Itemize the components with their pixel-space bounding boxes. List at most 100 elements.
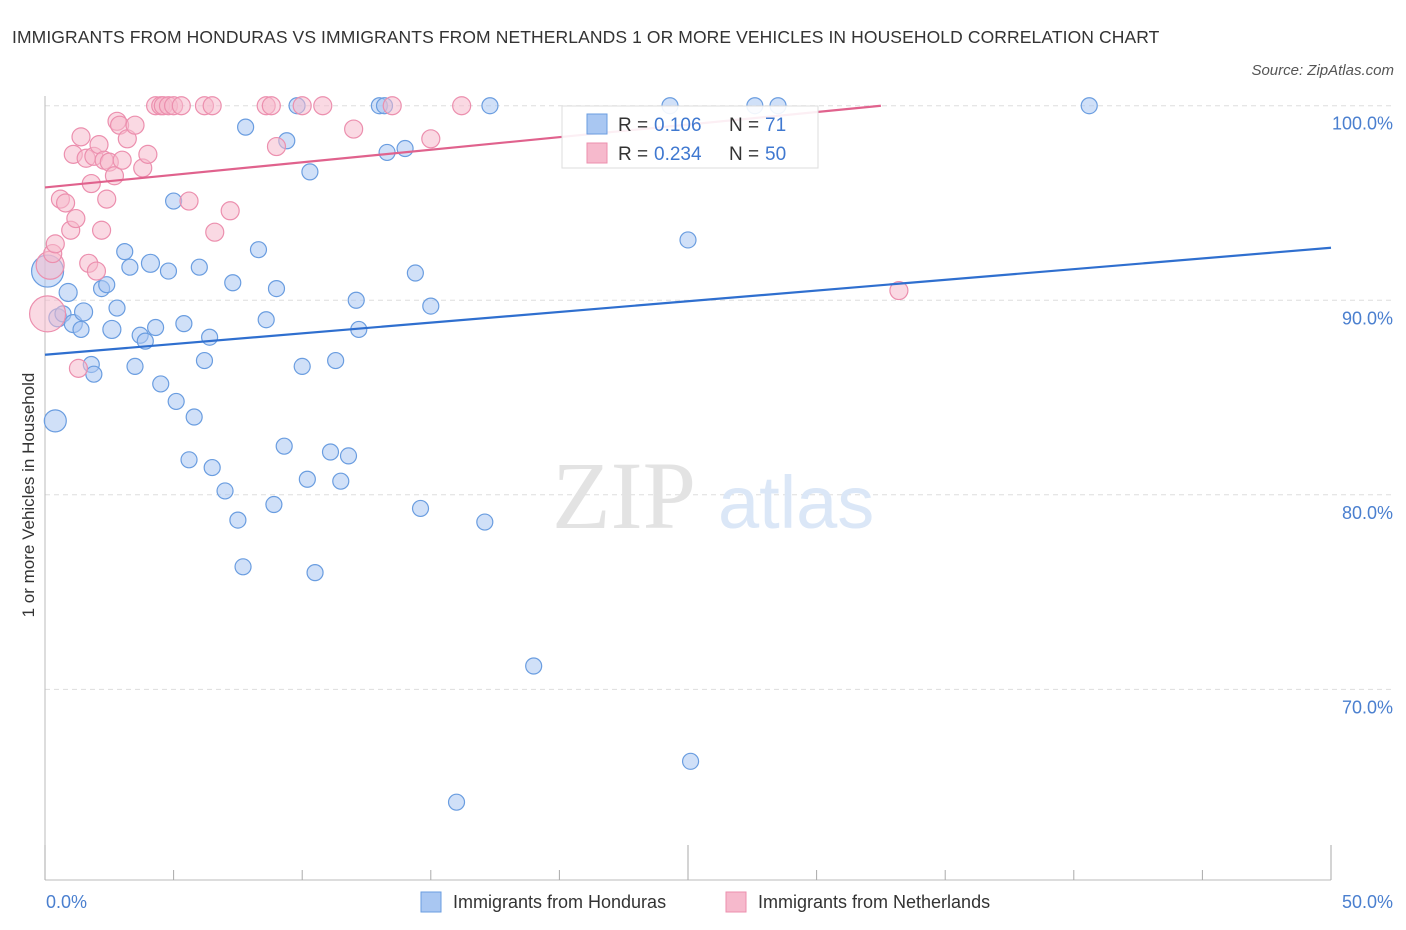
honduras-point [321,443,340,461]
honduras-point [152,375,170,393]
honduras-point [234,558,252,576]
bottom-legend: Immigrants from Honduras Immigrants from … [420,891,990,913]
netherlands-point [86,261,107,281]
honduras-point [237,118,255,136]
netherlands-point [202,96,222,116]
honduras-point [43,409,67,433]
honduras-point [121,258,139,276]
netherlands-point [97,189,117,209]
honduras-point [201,328,219,346]
legend-n-label: N = [729,115,759,136]
honduras-point [73,302,94,322]
honduras-point [411,499,430,518]
honduras-point [180,451,198,469]
netherlands-point [266,136,287,157]
netherlands-legend-n-value: 50 [765,144,786,165]
honduras-point [175,315,193,333]
honduras-point [249,241,268,259]
honduras-point [190,258,208,276]
honduras-point [159,262,178,280]
honduras-point [229,511,247,529]
y-axis-label: 1 or more Vehicles in Household [19,373,38,618]
honduras-point [525,657,543,675]
legend-n-label: N = [729,144,759,165]
y-tick-label: 80.0% [1342,503,1393,523]
netherlands-point [125,115,145,135]
honduras-point [298,470,316,488]
netherlands-point [66,208,86,229]
honduras-point [293,357,311,376]
netherlands-point [344,119,364,139]
honduras-legend-swatch [586,113,608,135]
netherlands-point [55,193,76,213]
netherlands-point [292,96,312,116]
honduras-point [267,279,286,298]
honduras-point [98,276,116,294]
netherlands-point [68,358,89,378]
honduras-point [476,513,494,531]
netherlands-bottom-legend-label: Immigrants from Netherlands [758,892,990,912]
honduras-point [327,351,345,370]
watermark: ZIP atlas [552,442,874,549]
honduras-bottom-legend-label: Immigrants from Honduras [453,892,666,912]
honduras-point [116,243,134,261]
honduras-point [195,351,214,370]
netherlands-legend-r-value: 0.234 [654,144,702,165]
honduras-point [406,264,424,282]
honduras-point [306,564,324,582]
x-tick-label: 50.0% [1342,892,1393,912]
honduras-point [126,357,144,376]
netherlands-point [45,234,65,254]
honduras-point [85,365,103,383]
netherlands-point [220,201,240,221]
honduras-point [185,408,203,426]
source-label: Source: ZipAtlas.com [1251,62,1394,79]
honduras-point [447,793,466,811]
honduras-point [681,752,700,770]
honduras-point [679,231,697,249]
netherlands-point [179,191,199,211]
netherlands-point [261,96,281,116]
honduras-point [140,253,161,273]
honduras-point [347,291,365,309]
honduras-point [275,437,293,455]
honduras-point [108,299,126,317]
netherlands-point [138,144,158,164]
honduras-point [1080,97,1098,115]
honduras-point [396,139,414,158]
legend-box: R = 0.106 N = 71 R = 0.234 N = 50 [561,105,819,169]
netherlands-point [313,96,333,116]
honduras-point [58,282,78,303]
honduras-point [301,163,319,181]
netherlands-bottom-legend-swatch [725,891,747,913]
honduras-point [265,495,283,514]
netherlands-point [452,96,472,116]
netherlands-point [205,222,225,242]
watermark-atlas: atlas [718,461,874,544]
netherlands-point [71,127,91,147]
netherlands-point [382,96,402,116]
x-tick-label: 0.0% [46,892,87,912]
honduras-legend-r-value: 0.106 [654,115,702,136]
honduras-point [339,447,358,465]
honduras-trend-line [44,246,1332,356]
netherlands-point [91,220,112,240]
grid-layer [45,105,1393,690]
legend-r-label: R = [618,144,648,165]
watermark-zip: ZIP [552,442,696,549]
honduras-point [216,482,234,500]
chart-title: IMMIGRANTS FROM HONDURAS VS IMMIGRANTS F… [12,27,1160,47]
honduras-point [481,97,499,115]
netherlands-point [171,96,191,116]
honduras-point [224,274,242,292]
points-layer [28,96,1098,811]
honduras-point [257,311,275,329]
honduras-point [102,319,122,340]
honduras-point [165,192,183,210]
honduras-point [203,458,221,477]
honduras-point [332,472,350,490]
axes-layer: 100.0% 90.0% 80.0% 70.0% 0.0% 50.0% [44,96,1393,912]
honduras-legend-n-value: 71 [765,115,786,136]
honduras-point [146,318,165,337]
